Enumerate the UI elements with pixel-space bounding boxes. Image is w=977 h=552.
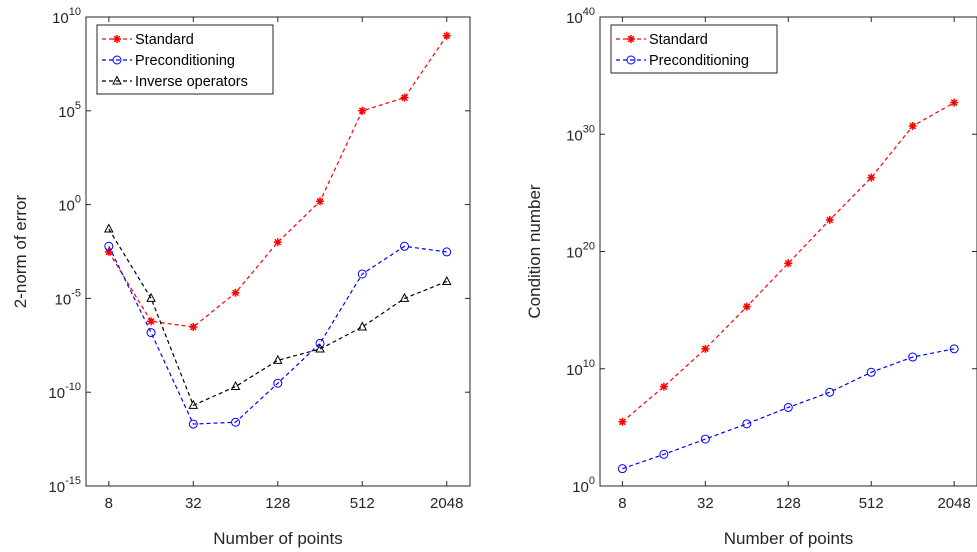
y-tick-label: 1010: [52, 6, 81, 27]
y-tick-label: 1010: [566, 358, 595, 379]
data-point: [867, 173, 876, 182]
data-point: [316, 197, 325, 206]
x-tick-label: 512: [859, 495, 884, 512]
y-tick-label: 10-15: [48, 475, 81, 496]
data-point: [147, 317, 156, 326]
data-point: [315, 338, 325, 348]
y-tick-label: 1030: [566, 123, 595, 144]
data-point: [825, 387, 835, 397]
series-line: [108, 228, 447, 407]
data-point: [357, 321, 368, 331]
data-point: [399, 292, 410, 302]
data-point: [189, 322, 198, 331]
legend-marker: [112, 55, 122, 65]
data-point: [358, 106, 367, 115]
legend-label: Inverse operators: [135, 74, 248, 90]
series-line: [622, 348, 955, 470]
data-point: [146, 328, 156, 338]
data-point: [825, 215, 834, 224]
data-point: [949, 344, 959, 354]
data-point: [399, 241, 409, 251]
x-tick-label: 8: [105, 495, 113, 512]
legend-marker: [627, 35, 635, 43]
axes-box: [599, 16, 977, 487]
data-point: [188, 399, 199, 409]
series-inverse-operators: [103, 223, 452, 409]
data-point: [273, 238, 282, 247]
data-point: [357, 269, 367, 279]
y-axis-label: Condition number: [525, 184, 544, 319]
data-point: [701, 344, 710, 353]
data-point: [866, 367, 876, 377]
x-tick-label: 8: [618, 495, 626, 512]
legend-label: Preconditioning: [649, 53, 749, 69]
y-tick-label: 10-10: [48, 381, 81, 402]
y-tick-label: 1020: [566, 241, 595, 262]
data-point: [231, 417, 241, 427]
legend-label: Standard: [649, 32, 708, 48]
legend-box: [610, 24, 778, 74]
y-tick-label: 1040: [566, 6, 595, 27]
data-point: [188, 419, 198, 429]
data-point: [400, 93, 409, 102]
data-point: [783, 402, 793, 412]
data-point: [908, 352, 918, 362]
data-point: [700, 434, 710, 444]
data-point: [146, 292, 156, 302]
y-tick-label: 105: [58, 100, 81, 121]
legend-marker: [626, 55, 636, 65]
data-point: [104, 241, 114, 251]
data-point: [742, 302, 751, 311]
legend-label: Preconditioning: [135, 53, 235, 69]
x-axis-label: Number of points: [724, 529, 853, 548]
chart-panel-1: 8 32 128 512 2048 10-15 10-10 10-5 100 105 1010 Num…: [11, 6, 471, 548]
y-tick-label: 100: [58, 194, 81, 215]
data-point: [315, 343, 325, 353]
x-axis-label: Number of points: [213, 529, 342, 548]
data-point: [231, 288, 240, 297]
y-tick-label: 100: [572, 475, 595, 496]
legend: Standard Preconditioning Inverse operators: [96, 24, 274, 95]
data-point: [659, 382, 668, 391]
data-point: [442, 247, 452, 257]
series-standard: [104, 31, 451, 331]
data-point: [950, 98, 959, 107]
series-preconditioning: [617, 344, 959, 474]
x-tick-label: 128: [776, 495, 801, 512]
data-point: [742, 419, 752, 429]
data-point: [104, 247, 113, 256]
legend-label: Standard: [135, 32, 194, 48]
data-point: [103, 223, 114, 233]
x-tick-label: 32: [185, 495, 202, 512]
data-point: [272, 354, 283, 364]
data-point: [784, 259, 793, 268]
x-tick-label: 2048: [937, 495, 970, 512]
data-point: [273, 378, 283, 388]
x-tick-label: 32: [697, 495, 714, 512]
data-point: [442, 31, 451, 40]
chart-panel-2: 8 32 128 512 2048 100 1010 1020 1030 1040 Number o…: [525, 6, 977, 548]
data-point: [908, 122, 917, 131]
x-tick-label: 512: [350, 495, 375, 512]
legend: Standard Preconditioning: [610, 24, 778, 74]
series-standard: [618, 98, 959, 426]
y-tick-label: 10-5: [55, 287, 81, 308]
x-tick-label: 2048: [430, 495, 463, 512]
legend-marker: [113, 35, 121, 43]
y-axis-label: 2-norm of error: [11, 194, 30, 308]
data-point: [618, 417, 627, 426]
data-point: [230, 380, 241, 391]
series-line: [622, 102, 955, 423]
x-tick-label: 128: [265, 495, 290, 512]
series-preconditioning: [104, 241, 452, 429]
data-point: [659, 449, 669, 459]
data-point: [617, 464, 627, 474]
legend-marker: [112, 75, 122, 85]
data-point: [441, 275, 452, 285]
series-line: [108, 245, 447, 425]
